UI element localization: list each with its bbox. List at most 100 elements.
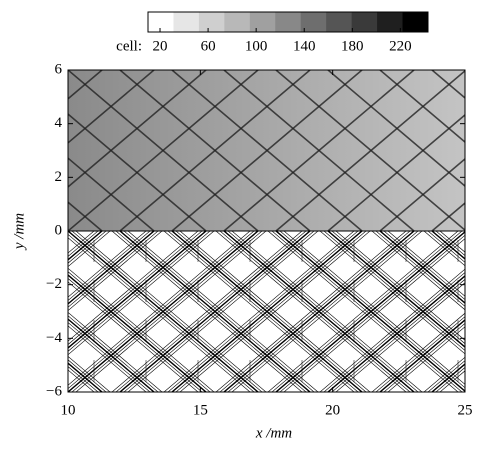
contour-line xyxy=(439,231,465,253)
contour-line xyxy=(68,231,255,390)
upper-pattern xyxy=(0,70,488,231)
y-tick-label: −2 xyxy=(46,276,62,292)
cell-line xyxy=(171,70,363,231)
contour-line xyxy=(271,231,463,392)
cell-line xyxy=(431,201,465,231)
contour-line xyxy=(68,369,95,392)
contour-line xyxy=(319,268,465,392)
contour-line xyxy=(383,231,465,301)
contour-line xyxy=(0,231,46,392)
y-tick-label: −6 xyxy=(46,383,62,399)
contour-line xyxy=(0,231,6,392)
colorbar-tick-label: 20 xyxy=(153,38,168,54)
contour-line xyxy=(68,231,107,264)
contour-line xyxy=(68,231,215,356)
colorbar-label: cell: xyxy=(116,38,142,54)
contour-line xyxy=(111,231,303,392)
contour-line xyxy=(371,231,465,311)
contour-line xyxy=(68,231,259,392)
contour-line xyxy=(379,319,465,392)
contour-line xyxy=(267,231,459,392)
colorbar-swatch xyxy=(300,12,327,32)
contour-line xyxy=(163,231,355,392)
contour-line xyxy=(387,326,465,392)
colorbar-swatch xyxy=(198,12,225,32)
contour-line xyxy=(75,231,267,392)
contour-line xyxy=(480,231,488,392)
contour-line xyxy=(0,231,50,392)
x-tick-label: 10 xyxy=(61,402,76,418)
contour-line xyxy=(68,231,147,298)
contour-line xyxy=(68,356,111,392)
contour-line xyxy=(431,363,465,392)
cell-line xyxy=(68,157,155,231)
colorbar-swatch xyxy=(224,12,251,32)
contour-line xyxy=(68,231,159,308)
colorbar-frame xyxy=(147,11,429,33)
contour-line xyxy=(68,231,99,257)
contour-line xyxy=(68,231,151,301)
contour-line xyxy=(375,316,465,392)
contour-line xyxy=(68,315,159,392)
y-tick-label: 6 xyxy=(55,61,63,77)
contour-line xyxy=(219,231,411,392)
colorbar-swatch xyxy=(148,12,174,32)
contour-line xyxy=(0,231,42,392)
contour-line xyxy=(127,231,319,392)
contour-line xyxy=(68,231,207,349)
contour-line xyxy=(68,366,99,392)
contour-line xyxy=(484,231,488,392)
contour-line xyxy=(68,231,211,352)
contour-line xyxy=(223,231,415,392)
colorbar-tick-label: 220 xyxy=(389,38,412,54)
x-axis-label: x /mm xyxy=(255,425,292,441)
contour-line xyxy=(68,322,151,392)
contour-line xyxy=(171,231,363,392)
contour-line xyxy=(484,231,488,392)
contour-line xyxy=(167,231,359,392)
contour-line xyxy=(68,231,95,254)
colorbar-swatch xyxy=(351,12,378,32)
colorbar-tick-label: 140 xyxy=(293,38,316,54)
cell-line xyxy=(223,70,415,231)
contour-line xyxy=(0,231,6,392)
contour-line xyxy=(215,231,407,392)
contour-line xyxy=(0,231,50,392)
contour-line xyxy=(123,231,315,392)
colorbar-tick-label: 180 xyxy=(341,38,364,54)
cell-line xyxy=(431,70,465,100)
cell-line xyxy=(379,157,465,231)
contour-line xyxy=(331,278,465,392)
contour-line xyxy=(68,359,107,392)
contour-line xyxy=(476,231,488,392)
cell-line xyxy=(275,70,465,231)
colorbar-swatch xyxy=(402,12,429,32)
cell-line xyxy=(68,201,103,231)
colorbar-tick-label: 100 xyxy=(245,38,268,54)
contour-line xyxy=(0,231,58,392)
contour-line xyxy=(480,231,488,392)
cell-line xyxy=(68,70,207,188)
y-tick-label: −4 xyxy=(46,330,62,346)
cell-line xyxy=(0,70,50,231)
cell-line xyxy=(68,70,259,231)
contour-line xyxy=(375,231,465,307)
colorbar-swatch xyxy=(326,12,353,32)
cell-line xyxy=(484,70,488,231)
contour-line xyxy=(275,231,465,392)
contour-line xyxy=(439,370,465,392)
contour-line xyxy=(423,356,465,392)
y-tick-label: 2 xyxy=(55,169,63,185)
contour-line xyxy=(327,274,465,392)
contour-line xyxy=(68,231,251,386)
contour-line xyxy=(227,231,419,392)
contour-line xyxy=(387,231,465,297)
cell-line xyxy=(119,70,311,231)
contour-line xyxy=(68,231,111,267)
contour-line xyxy=(0,231,46,392)
colorbar-swatch xyxy=(249,12,276,32)
contour-line xyxy=(115,231,307,392)
contour-line xyxy=(68,231,103,261)
